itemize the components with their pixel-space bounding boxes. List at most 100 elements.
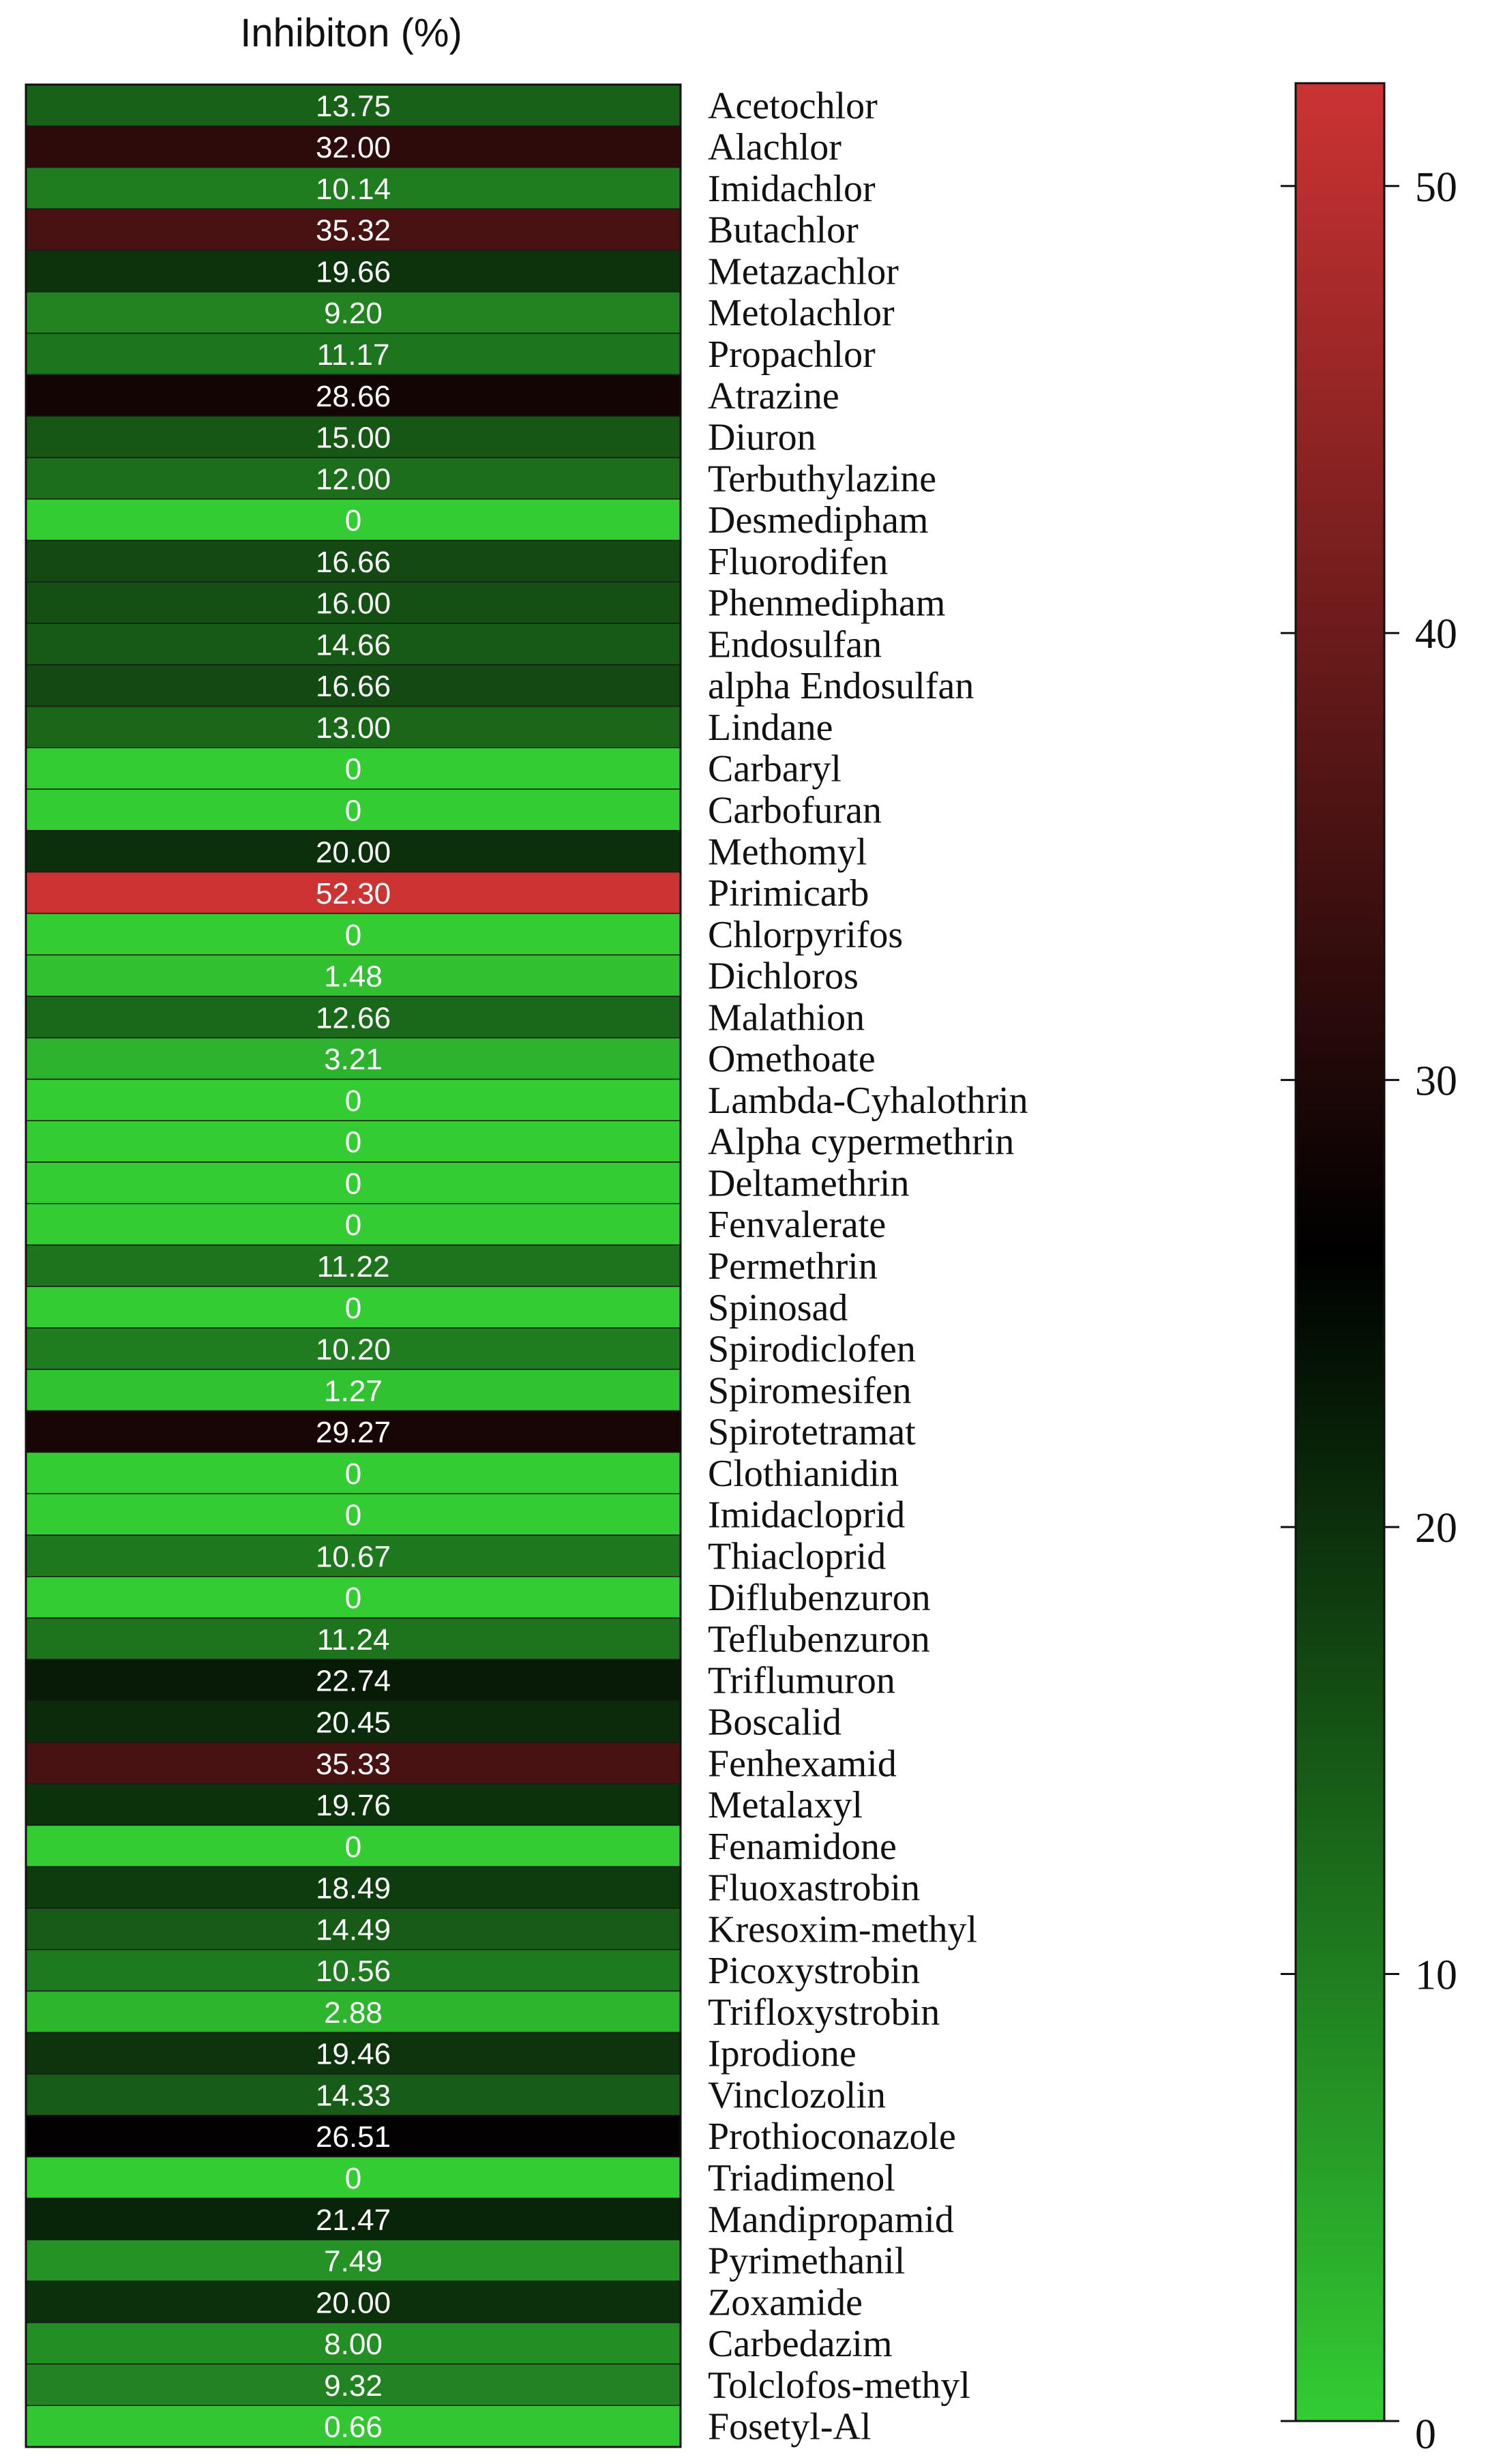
- heatmap-cell: [25, 2321, 681, 2365]
- cell-value-label: 11.24: [317, 1623, 390, 1657]
- row-label: Alpha cypermethrin: [708, 1121, 1014, 1163]
- cell-value-label: 18.49: [316, 1872, 391, 1905]
- row-label: Prothioconazole: [708, 2116, 956, 2158]
- row-label: Trifloxystrobin: [708, 1991, 940, 2034]
- row-label: Acetochlor: [708, 85, 878, 127]
- colorbar-tick-label: 0: [1415, 2411, 1436, 2458]
- heatmap-cell: [25, 1824, 681, 1867]
- heatmap-cell: [25, 250, 681, 293]
- cell-value-label: 19.46: [316, 2038, 391, 2071]
- row-label: Permethrin: [708, 1245, 878, 1288]
- cell-value-label: 14.33: [316, 2079, 391, 2112]
- cell-value-label: 32.00: [316, 131, 391, 164]
- row-label: Zoxamide: [708, 2281, 863, 2324]
- heatmap-cell: [25, 2156, 681, 2199]
- cell-value-label: 20.00: [316, 835, 391, 869]
- cell-value-label: 35.32: [316, 214, 391, 248]
- row-label: alpha Endosulfan: [708, 665, 974, 707]
- row-label: Lambda-Cyhalothrin: [708, 1080, 1028, 1122]
- cell-value-label: 11.22: [317, 1250, 390, 1283]
- row-label: Spirodiclofen: [708, 1329, 916, 1371]
- cell-value-label: 9.32: [324, 2369, 383, 2403]
- heatmap-cell: [25, 1161, 681, 1204]
- row-label: Chlorpyrifos: [708, 914, 903, 956]
- heatmap-cell: [25, 1244, 681, 1288]
- heatmap-cell: [25, 2115, 681, 2158]
- heatmap-cell: [25, 1576, 681, 1619]
- heatmap-cell: [25, 1617, 681, 1661]
- row-label: Imidachlor: [708, 168, 876, 210]
- heatmap-cell: [25, 457, 681, 500]
- row-label: Thiacloprid: [708, 1535, 886, 1577]
- heatmap-cell: [25, 208, 681, 251]
- cell-value-label: 0: [345, 1292, 361, 1325]
- cell-value-label: 7.49: [324, 2245, 383, 2279]
- cell-value-label: 22.74: [316, 1665, 391, 1698]
- row-label: Kresoxim-methyl: [708, 1908, 977, 1950]
- cell-value-label: 21.47: [316, 2203, 391, 2237]
- heatmap-cell: [25, 1327, 681, 1370]
- cell-value-label: 20.00: [316, 2286, 391, 2319]
- row-label: Imidacloprid: [708, 1494, 905, 1537]
- row-label: Diflubenzuron: [708, 1577, 931, 1619]
- heatmap-cell: [25, 1493, 681, 1536]
- cell-value-label: 26.51: [316, 2120, 391, 2154]
- heatmap-cell: [25, 1203, 681, 1246]
- heatmap-cell: [25, 2363, 681, 2406]
- cell-value-label: 0: [345, 919, 361, 952]
- cell-value-label: 0: [345, 1208, 361, 1242]
- row-label: Desmedipham: [708, 499, 928, 541]
- heatmap-cell: [25, 1659, 681, 1702]
- heatmap-cell: [25, 2073, 681, 2116]
- heatmap-cell: [25, 125, 681, 168]
- heatmap-cell: [25, 2032, 681, 2075]
- row-label: Pirimicarb: [708, 872, 869, 915]
- heatmap-cell: [25, 623, 681, 666]
- row-label: Spirotetramat: [708, 1411, 916, 1453]
- row-label: Fenhexamid: [708, 1742, 897, 1785]
- colorbar-tick-label: 40: [1415, 611, 1457, 657]
- row-label: Metolachlor: [708, 292, 895, 334]
- row-label: Fenvalerate: [708, 1204, 886, 1246]
- heatmap-cell: [25, 912, 681, 955]
- row-label: Carbaryl: [708, 748, 841, 790]
- heatmap-cell: [25, 1078, 681, 1122]
- row-label: Tolclofos-methyl: [708, 2364, 970, 2407]
- heatmap-cell: [25, 1948, 681, 1992]
- cell-value-label: 20.45: [316, 1706, 391, 1739]
- cell-value-label: 10.67: [316, 1540, 391, 1573]
- row-label: Omethoate: [708, 1038, 876, 1080]
- row-label: Vinclozolin: [708, 2074, 886, 2116]
- cell-value-label: 10.14: [316, 173, 391, 206]
- cell-value-label: 0: [345, 1126, 361, 1159]
- heatmap-cell: [25, 581, 681, 624]
- row-label: Atrazine: [708, 375, 839, 417]
- row-label: Carbedazim: [708, 2323, 893, 2365]
- row-label: Alachlor: [708, 126, 841, 168]
- row-label: Fluorodifen: [708, 541, 888, 583]
- cell-value-label: 52.30: [316, 877, 391, 910]
- row-label: Endosulfan: [708, 623, 882, 666]
- row-label: Triadimenol: [708, 2157, 895, 2199]
- heatmap-cell: [25, 1908, 681, 1950]
- cell-value-label: 0: [345, 504, 361, 537]
- heatmap-cell: [25, 830, 681, 873]
- row-label: Spinosad: [708, 1287, 848, 1329]
- row-label: Fenamidone: [708, 1826, 897, 1868]
- cell-value-label: 19.66: [316, 255, 391, 288]
- colorbar-tick-label: 30: [1415, 1058, 1457, 1105]
- cell-value-label: 19.76: [316, 1789, 391, 1822]
- row-label: Phenmedipham: [708, 582, 945, 625]
- row-label: Deltamethrin: [708, 1162, 909, 1204]
- row-label: Boscalid: [708, 1701, 841, 1743]
- cell-value-label: 35.33: [316, 1747, 391, 1781]
- cell-value-label: 13.00: [316, 711, 391, 745]
- row-label: Dichloros: [708, 955, 859, 998]
- cell-value-label: 8.00: [324, 2328, 383, 2361]
- heatmap-cell: [25, 996, 681, 1039]
- colorbar: 0 10 20 30 40 50: [1281, 82, 1457, 2458]
- cell-value-label: 0: [345, 1499, 361, 1532]
- row-label: Metalaxyl: [708, 1784, 863, 1826]
- heatmap-cell: [25, 166, 681, 210]
- heatmap-cell: [25, 1783, 681, 1826]
